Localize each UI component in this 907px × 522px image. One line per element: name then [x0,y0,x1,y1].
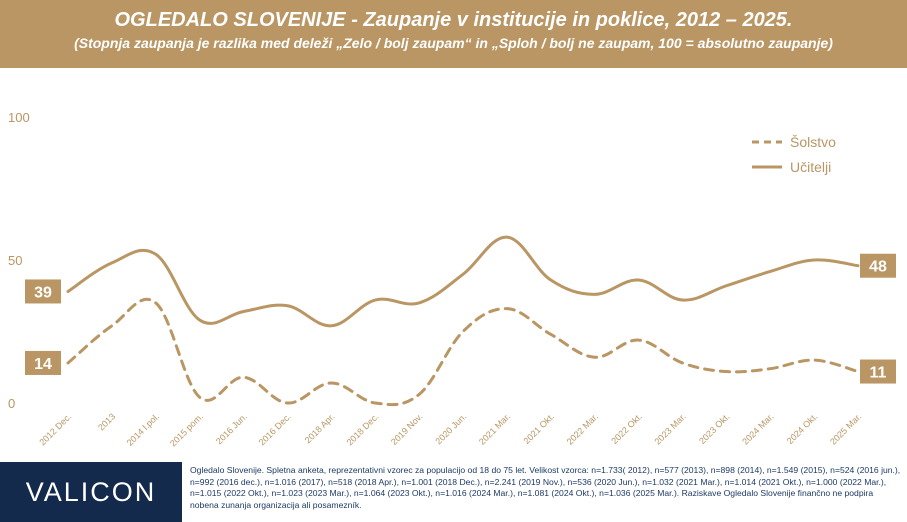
data-label-last-solstvo: 11 [870,365,887,382]
legend-label: Učitelji [790,159,831,175]
y-tick-label: 100 [8,110,30,125]
data-label-first-ucitelji: 39 [34,284,52,301]
x-tick-label: 2022 Mar. [565,411,600,446]
data-label-first-solstvo-box [25,350,61,375]
line-chart: 0 50 100 2012 Dec. 2013 2014 l.pol. 2015 pom. 2… [8,110,896,448]
x-tick-label: 2024 Mar. [740,411,775,446]
data-label-last-ucitelji-box [860,253,896,278]
data-label-last-ucitelji: 48 [869,259,887,276]
x-tick-label: 2015 pom. [168,411,205,448]
data-label-first-ucitelji-box [25,279,61,304]
x-tick-label: 2023 Mar. [652,411,687,446]
footnote: Ogledalo Slovenije. Spletna anketa, repr… [190,465,901,510]
x-tick-label: 2018 Dec. [345,411,381,447]
chart-title: OGLEDALO SLOVENIJE - Zaupanje v instituc… [114,9,793,31]
x-tick-label: 2025 Mar. [828,411,863,446]
y-tick-label: 0 [8,396,15,411]
series-line-solstvo [66,297,860,407]
x-tick-label: 2024 Okt. [785,411,820,446]
x-tick-label: 2016 Dec. [257,411,293,447]
x-tick-label: 2014 l.pol. [125,411,161,447]
data-label-last-solstvo-box [860,359,896,384]
y-tick-label: 50 [8,253,22,268]
x-tick-label: 2020 Jun. [433,411,468,446]
x-tick-label: 2021 Mar. [477,411,512,446]
valicon-logo: VALICON [0,462,182,522]
x-tick-label: 2021 Okt. [522,411,557,446]
chart-subtitle: (Stopnja zaupanja je razlika med deleži … [74,35,833,51]
x-tick-label: 2012 Dec. [37,411,73,447]
x-tick-label: 2022 Okt. [609,411,644,446]
x-tick-label: 2013 [96,411,117,432]
x-tick-label: 2016 Jun. [214,411,249,446]
logo-text: VALICON [25,476,157,507]
title-banner: OGLEDALO SLOVENIJE - Zaupanje v instituc… [0,0,907,68]
x-tick-label: 2018 Apr. [303,411,337,445]
legend-label: Šolstvo [790,134,836,150]
series-line-ucitelji [66,235,860,328]
x-tick-label: 2023 Okt. [697,411,732,446]
data-label-first-solstvo: 14 [34,356,52,373]
x-tick-label: 2019 Nov. [389,411,425,447]
